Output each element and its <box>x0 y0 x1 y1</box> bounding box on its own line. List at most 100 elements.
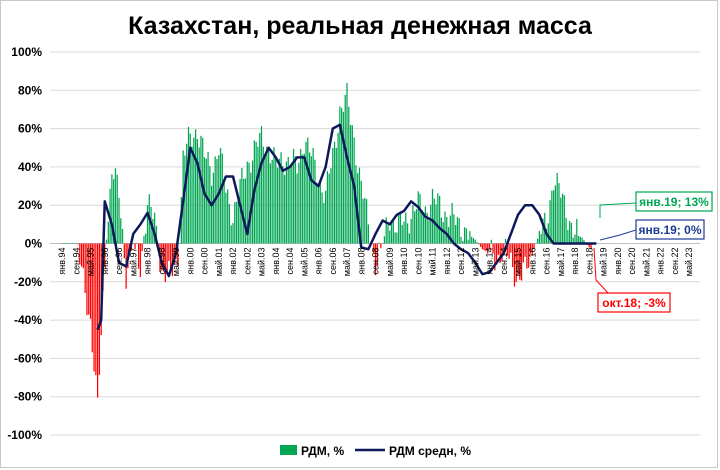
bar <box>212 172 215 244</box>
bar <box>565 217 567 244</box>
bar <box>225 192 227 244</box>
bar <box>536 238 539 244</box>
x-tick-label: май.05 <box>299 248 309 277</box>
bar <box>563 195 565 244</box>
bar <box>496 243 498 265</box>
bar <box>492 243 494 254</box>
bar <box>209 166 211 244</box>
y-tick-label: -20% <box>14 275 42 289</box>
bar <box>193 137 195 244</box>
bar <box>307 137 309 244</box>
bar <box>291 163 293 244</box>
bar <box>471 236 473 244</box>
bar <box>266 146 268 244</box>
bar <box>551 190 553 244</box>
x-tick-label: янв.00 <box>185 248 195 275</box>
bar <box>319 179 321 244</box>
bar <box>545 228 548 244</box>
bar <box>577 235 580 244</box>
bar <box>141 243 143 252</box>
bar <box>132 243 134 244</box>
legend: РДМ, % РДМ средн, % <box>280 444 471 458</box>
bar <box>414 211 416 244</box>
bar <box>191 146 193 244</box>
x-tick-label: май.13 <box>470 248 480 277</box>
bar <box>264 156 266 244</box>
bar <box>184 155 186 244</box>
bar <box>380 243 382 249</box>
bar <box>211 185 213 244</box>
bar <box>506 243 508 256</box>
bar <box>451 202 453 244</box>
y-tick-label: -100% <box>7 428 42 442</box>
bar <box>406 223 409 244</box>
bar <box>289 168 291 244</box>
bar <box>540 234 542 244</box>
bar <box>515 243 517 283</box>
bar <box>444 211 446 244</box>
bar <box>533 243 535 249</box>
bar <box>382 243 384 244</box>
callout-red: окт.18; -3% <box>593 247 671 313</box>
legend-label-bars: РДМ, % <box>301 444 344 458</box>
x-tick-label: май.07 <box>342 248 352 277</box>
x-tick-label: янв.02 <box>228 248 238 275</box>
bar <box>88 243 90 315</box>
chart-title: Казахстан, реальная денежная масса <box>128 12 593 40</box>
bar <box>72 243 74 244</box>
x-tick-label: янв.14 <box>485 248 495 275</box>
x-tick-label: янв.94 <box>57 248 67 275</box>
bar <box>341 108 343 244</box>
bar <box>508 243 510 259</box>
bar <box>248 162 250 244</box>
bar <box>114 168 117 244</box>
bar <box>228 204 231 244</box>
bar <box>583 240 585 244</box>
bar <box>276 167 279 244</box>
bar <box>216 159 218 244</box>
bar <box>86 243 88 316</box>
callout-leader <box>599 229 637 241</box>
bar <box>474 239 476 244</box>
x-tick-label: янв.98 <box>143 248 153 275</box>
bar <box>442 222 444 244</box>
bar <box>173 243 175 265</box>
average-line-series <box>96 123 597 331</box>
bar <box>526 243 528 269</box>
bar <box>494 243 496 271</box>
x-tick-label: сен.10 <box>413 248 423 275</box>
bar <box>259 133 261 244</box>
bar <box>91 243 93 353</box>
callout-box <box>635 219 705 240</box>
x-tick-label: сен.18 <box>584 248 594 275</box>
bar <box>234 202 236 244</box>
y-tick-label: -60% <box>14 351 42 365</box>
x-tick-labels: янв.94 сен.94 май.95 янв.96 сен.96 май.97 янв.… <box>57 248 694 277</box>
callout-box <box>597 292 671 313</box>
bar <box>134 243 136 250</box>
bar <box>490 239 492 244</box>
bar <box>455 224 457 244</box>
bar <box>538 230 540 244</box>
bar <box>154 212 156 244</box>
bar <box>273 147 275 244</box>
x-tick-label: янв.04 <box>271 248 281 275</box>
bar <box>410 218 412 244</box>
bar <box>292 148 295 244</box>
bar <box>189 133 191 244</box>
callout-leader <box>593 247 609 294</box>
bar <box>271 159 273 244</box>
bar <box>77 243 79 245</box>
x-tick-label: сен.94 <box>71 248 81 275</box>
bar <box>424 206 426 244</box>
bar <box>412 205 414 244</box>
callout-green: янв.19; 13% <box>599 191 713 218</box>
bar <box>460 236 462 244</box>
y-tick-labels: 100% 80% 60% 40% 20% 0% -20% -40% -60% -80% -100% <box>7 45 42 442</box>
bar <box>364 197 366 244</box>
x-tick-label: май.21 <box>641 248 651 277</box>
bar <box>166 243 168 273</box>
bar <box>560 197 562 244</box>
bar-series <box>61 82 592 398</box>
bar <box>278 158 280 244</box>
